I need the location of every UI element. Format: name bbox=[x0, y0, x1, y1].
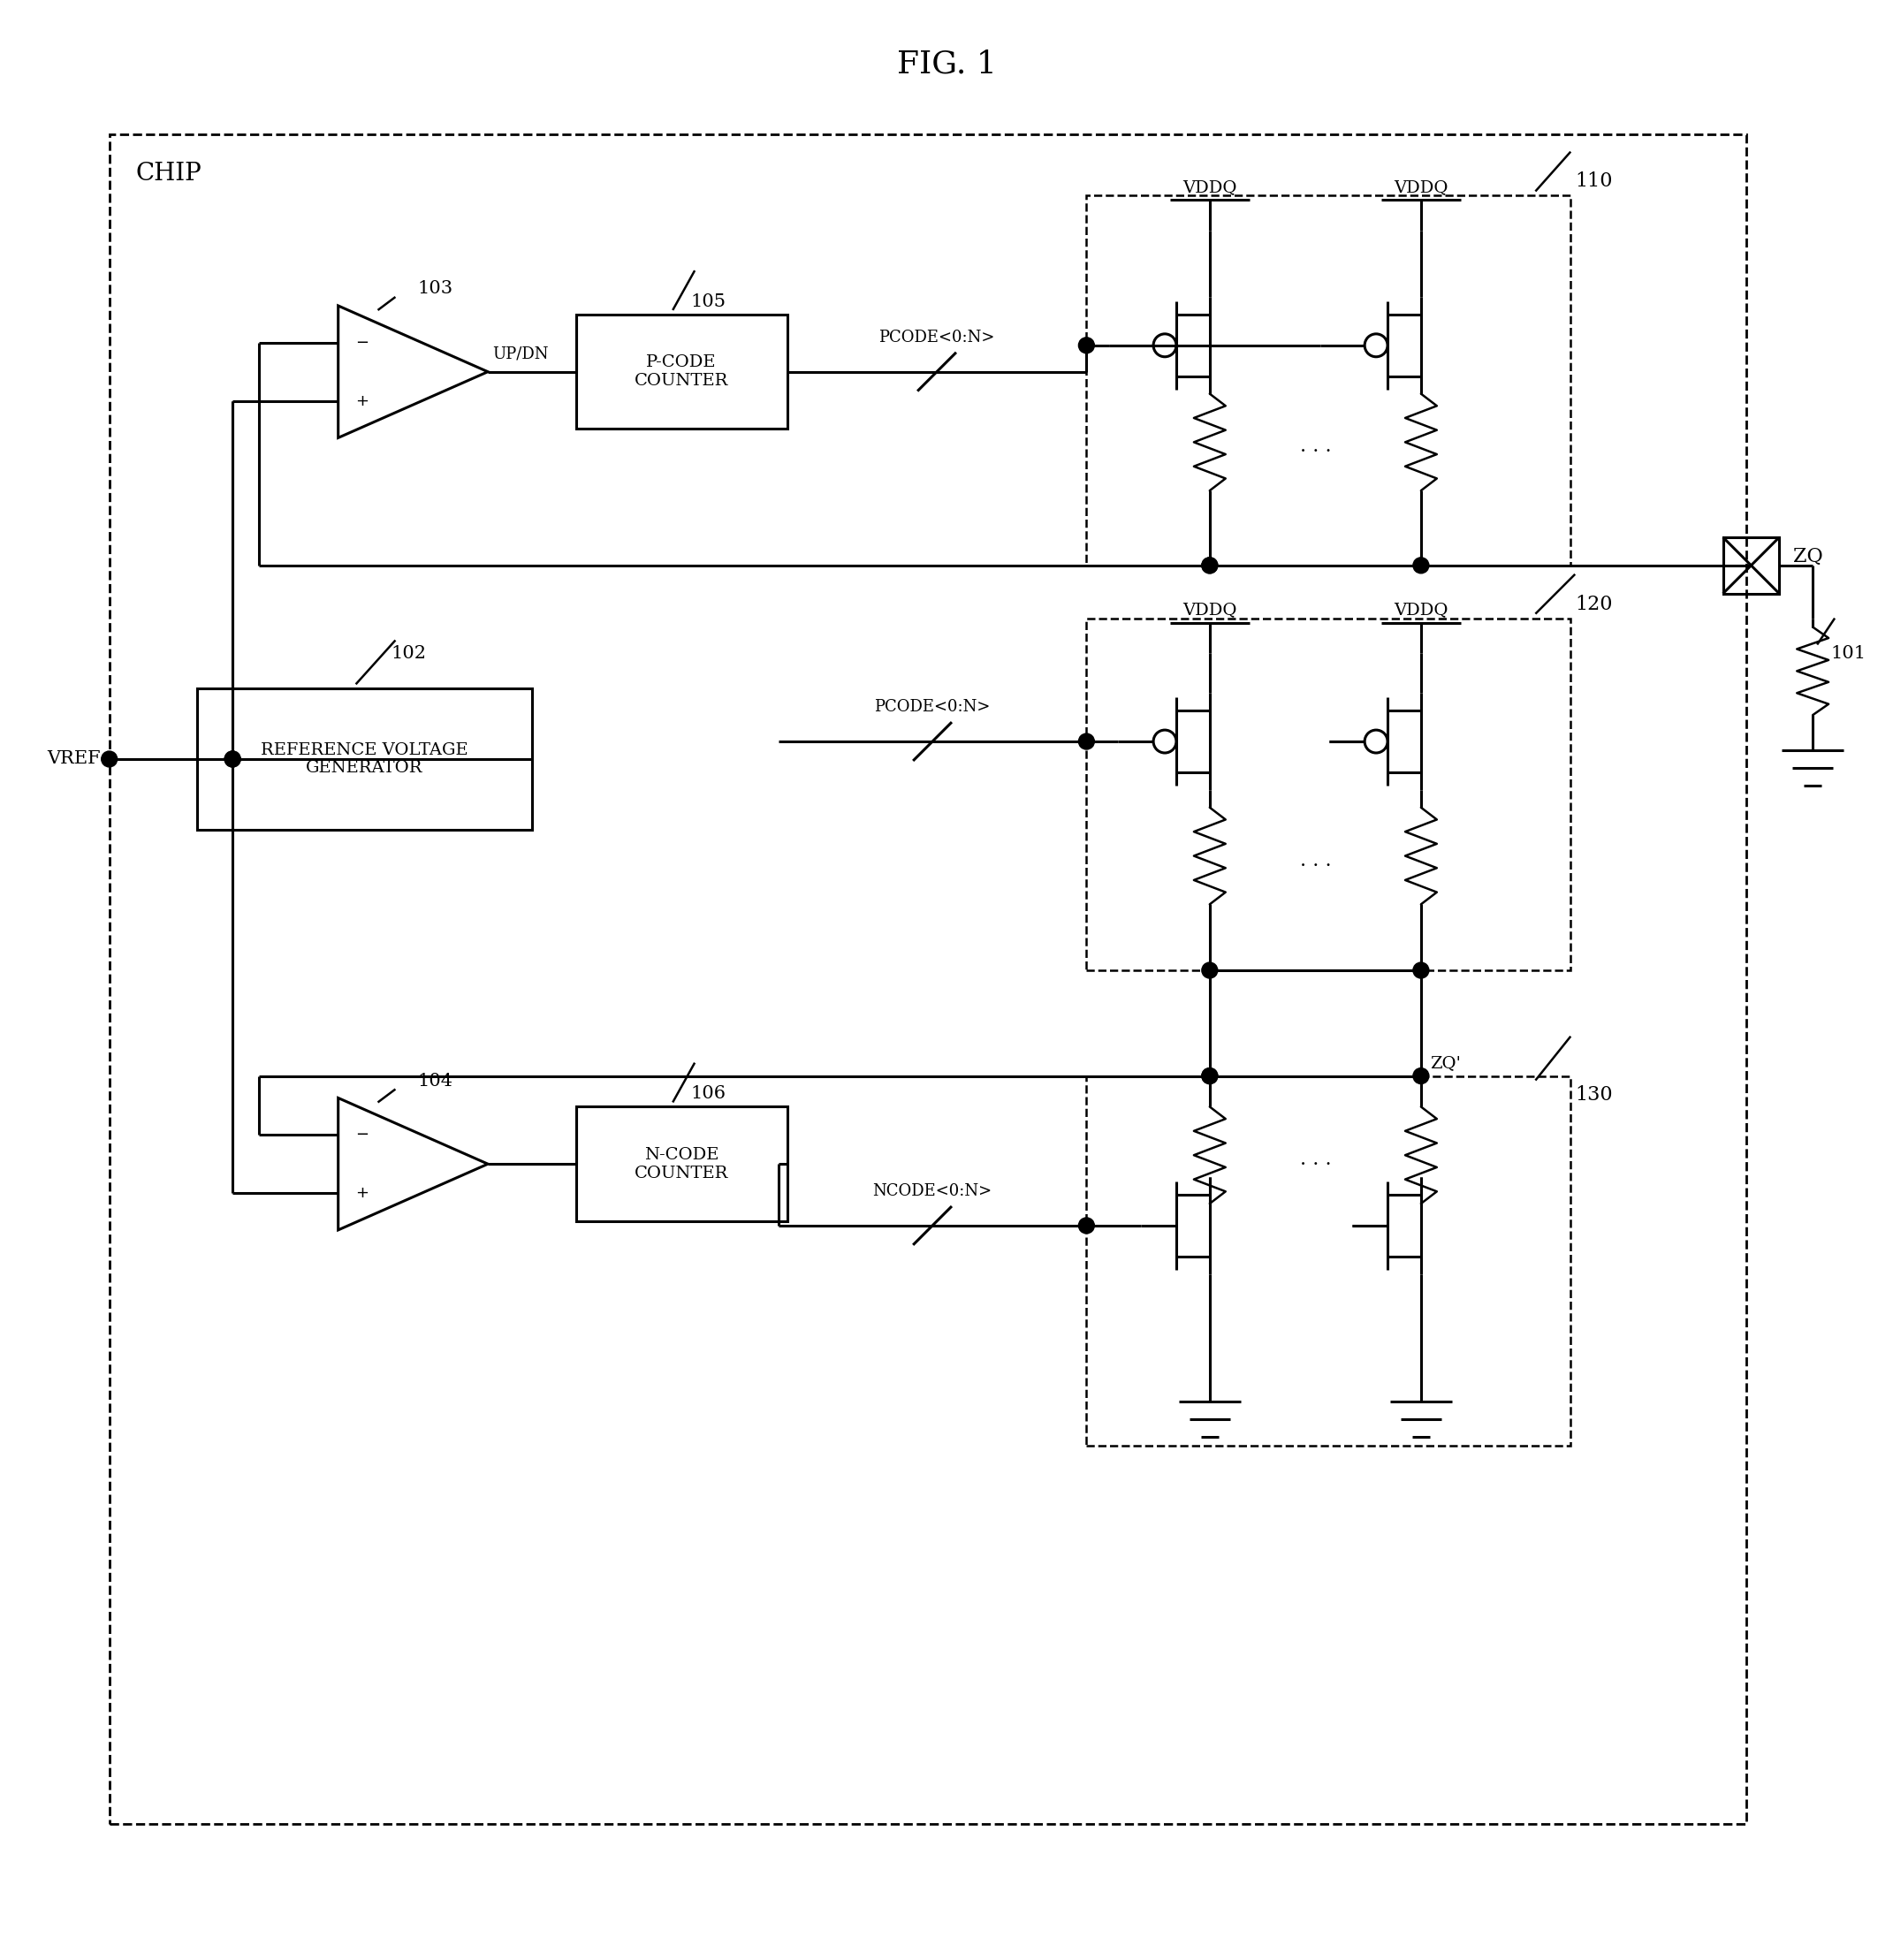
Text: REFERENCE VOLTAGE
GENERATOR: REFERENCE VOLTAGE GENERATOR bbox=[261, 743, 468, 776]
Text: 104: 104 bbox=[418, 1072, 452, 1090]
Circle shape bbox=[225, 751, 240, 766]
Text: UP/DN: UP/DN bbox=[492, 347, 549, 363]
Bar bbox=[575, 1107, 787, 1221]
Text: −: − bbox=[356, 335, 369, 351]
Circle shape bbox=[1202, 1068, 1217, 1084]
Text: +: + bbox=[356, 392, 369, 410]
Bar bbox=[110, 133, 1747, 1825]
Text: 110: 110 bbox=[1575, 172, 1613, 192]
Text: 105: 105 bbox=[691, 294, 725, 310]
Text: 120: 120 bbox=[1575, 594, 1613, 613]
Text: NCODE<0:N>: NCODE<0:N> bbox=[873, 1184, 992, 1200]
Bar bbox=[1723, 537, 1779, 594]
Circle shape bbox=[225, 751, 240, 766]
Bar bbox=[1087, 617, 1571, 970]
Text: P-CODE
COUNTER: P-CODE COUNTER bbox=[634, 355, 729, 388]
Circle shape bbox=[1079, 733, 1094, 749]
Circle shape bbox=[1412, 962, 1429, 978]
Text: . . .: . . . bbox=[1300, 1151, 1331, 1170]
Circle shape bbox=[1202, 557, 1217, 574]
Text: 101: 101 bbox=[1831, 645, 1866, 662]
Text: 130: 130 bbox=[1575, 1084, 1613, 1103]
Text: . . .: . . . bbox=[1300, 437, 1331, 457]
Circle shape bbox=[1202, 557, 1217, 574]
Text: 103: 103 bbox=[418, 280, 452, 296]
Text: CHIP: CHIP bbox=[136, 163, 203, 186]
Text: ZQ': ZQ' bbox=[1429, 1056, 1461, 1072]
Text: −: − bbox=[356, 1127, 369, 1143]
Circle shape bbox=[1412, 557, 1429, 574]
Text: 102: 102 bbox=[392, 645, 426, 662]
Bar bbox=[1087, 1076, 1571, 1446]
Text: VDDQ: VDDQ bbox=[1393, 180, 1448, 196]
Text: VREF: VREF bbox=[47, 751, 100, 768]
Text: N-CODE
COUNTER: N-CODE COUNTER bbox=[634, 1147, 729, 1182]
Text: ZQ: ZQ bbox=[1793, 547, 1823, 566]
Text: VDDQ: VDDQ bbox=[1183, 180, 1236, 196]
Text: +: + bbox=[356, 1186, 369, 1201]
Circle shape bbox=[1412, 1068, 1429, 1084]
Circle shape bbox=[1202, 962, 1217, 978]
Bar bbox=[197, 688, 532, 829]
Circle shape bbox=[1202, 1068, 1217, 1084]
Text: PCODE<0:N>: PCODE<0:N> bbox=[878, 329, 996, 345]
Bar bbox=[1087, 196, 1571, 564]
Text: PCODE<0:N>: PCODE<0:N> bbox=[875, 700, 990, 715]
Circle shape bbox=[1079, 337, 1094, 353]
Circle shape bbox=[102, 751, 117, 766]
Bar bbox=[575, 314, 787, 429]
Text: FIG. 1: FIG. 1 bbox=[897, 49, 996, 78]
Text: VDDQ: VDDQ bbox=[1183, 602, 1236, 617]
Text: . . .: . . . bbox=[1300, 851, 1331, 870]
Circle shape bbox=[1079, 1217, 1094, 1233]
Text: VDDQ: VDDQ bbox=[1393, 602, 1448, 617]
Text: 106: 106 bbox=[691, 1086, 725, 1102]
